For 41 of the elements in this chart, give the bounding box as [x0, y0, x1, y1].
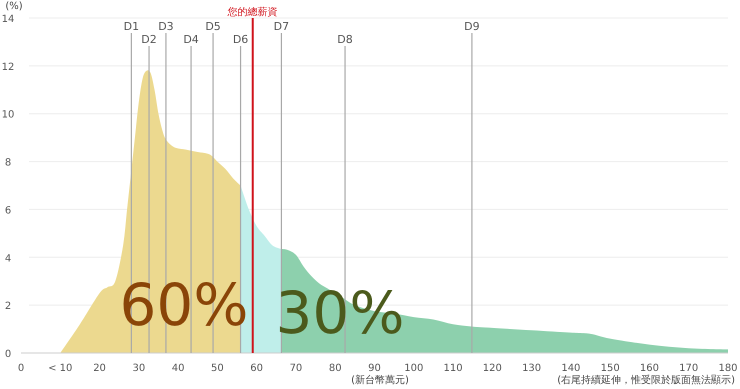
- x-tick-label: 150: [600, 363, 620, 374]
- x-tick-label: 40: [172, 363, 184, 374]
- ref-line-label: D8: [337, 33, 353, 46]
- y-tick-label: 8: [4, 158, 12, 169]
- y-tick-label: 4: [4, 253, 12, 264]
- x-tick-label: < 10: [48, 363, 72, 374]
- x-tick-label: 20: [93, 363, 106, 374]
- text: (右尾持續延伸，惟受限於版面無法顯示): [557, 374, 736, 386]
- y-tick-label: 0: [4, 349, 12, 360]
- y-tick-label: 2: [4, 301, 12, 312]
- x-tick-label: 140: [561, 363, 580, 374]
- ref-line-label: D5: [205, 20, 221, 33]
- ref-line-label: D9: [464, 20, 480, 33]
- annotation: 30%: [276, 279, 404, 347]
- ref-line-label: 您的總薪資: [226, 6, 278, 18]
- x-tick-label: 90: [368, 363, 381, 374]
- ref-line-label: D6: [232, 33, 248, 46]
- y-tick-label: 14: [2, 14, 14, 25]
- y-tick-label: 10: [2, 110, 14, 121]
- y-tick-label: 12: [2, 62, 14, 73]
- x-tick-label: 80: [328, 363, 342, 374]
- x-tick-label: 50: [211, 363, 224, 374]
- x-axis-title: (新台幣萬元): [351, 374, 409, 386]
- ref-line-label: D1: [124, 20, 140, 33]
- ref-line-label: D4: [183, 33, 199, 46]
- x-tick-label: 60: [250, 363, 264, 374]
- ref-line-label: D3: [158, 20, 174, 33]
- x-tick-label: 30: [132, 363, 146, 374]
- x-tick-label: 170: [679, 363, 698, 374]
- y-axis-title: (%): [5, 1, 23, 12]
- x-tick-label: 120: [482, 363, 502, 374]
- x-tick-label: 160: [640, 363, 659, 374]
- x-tick-label: 130: [522, 363, 542, 374]
- ref-line-label: D7: [274, 20, 290, 33]
- x-tick-label: 70: [290, 363, 302, 374]
- x-tick-label: 0: [18, 363, 24, 374]
- x-tick-label: 180: [718, 363, 738, 374]
- y-tick-label: 6: [4, 205, 12, 216]
- x-tick-label: 100: [404, 363, 424, 374]
- ref-line-label: D2: [141, 33, 157, 46]
- x-tick-label: 110: [444, 363, 463, 374]
